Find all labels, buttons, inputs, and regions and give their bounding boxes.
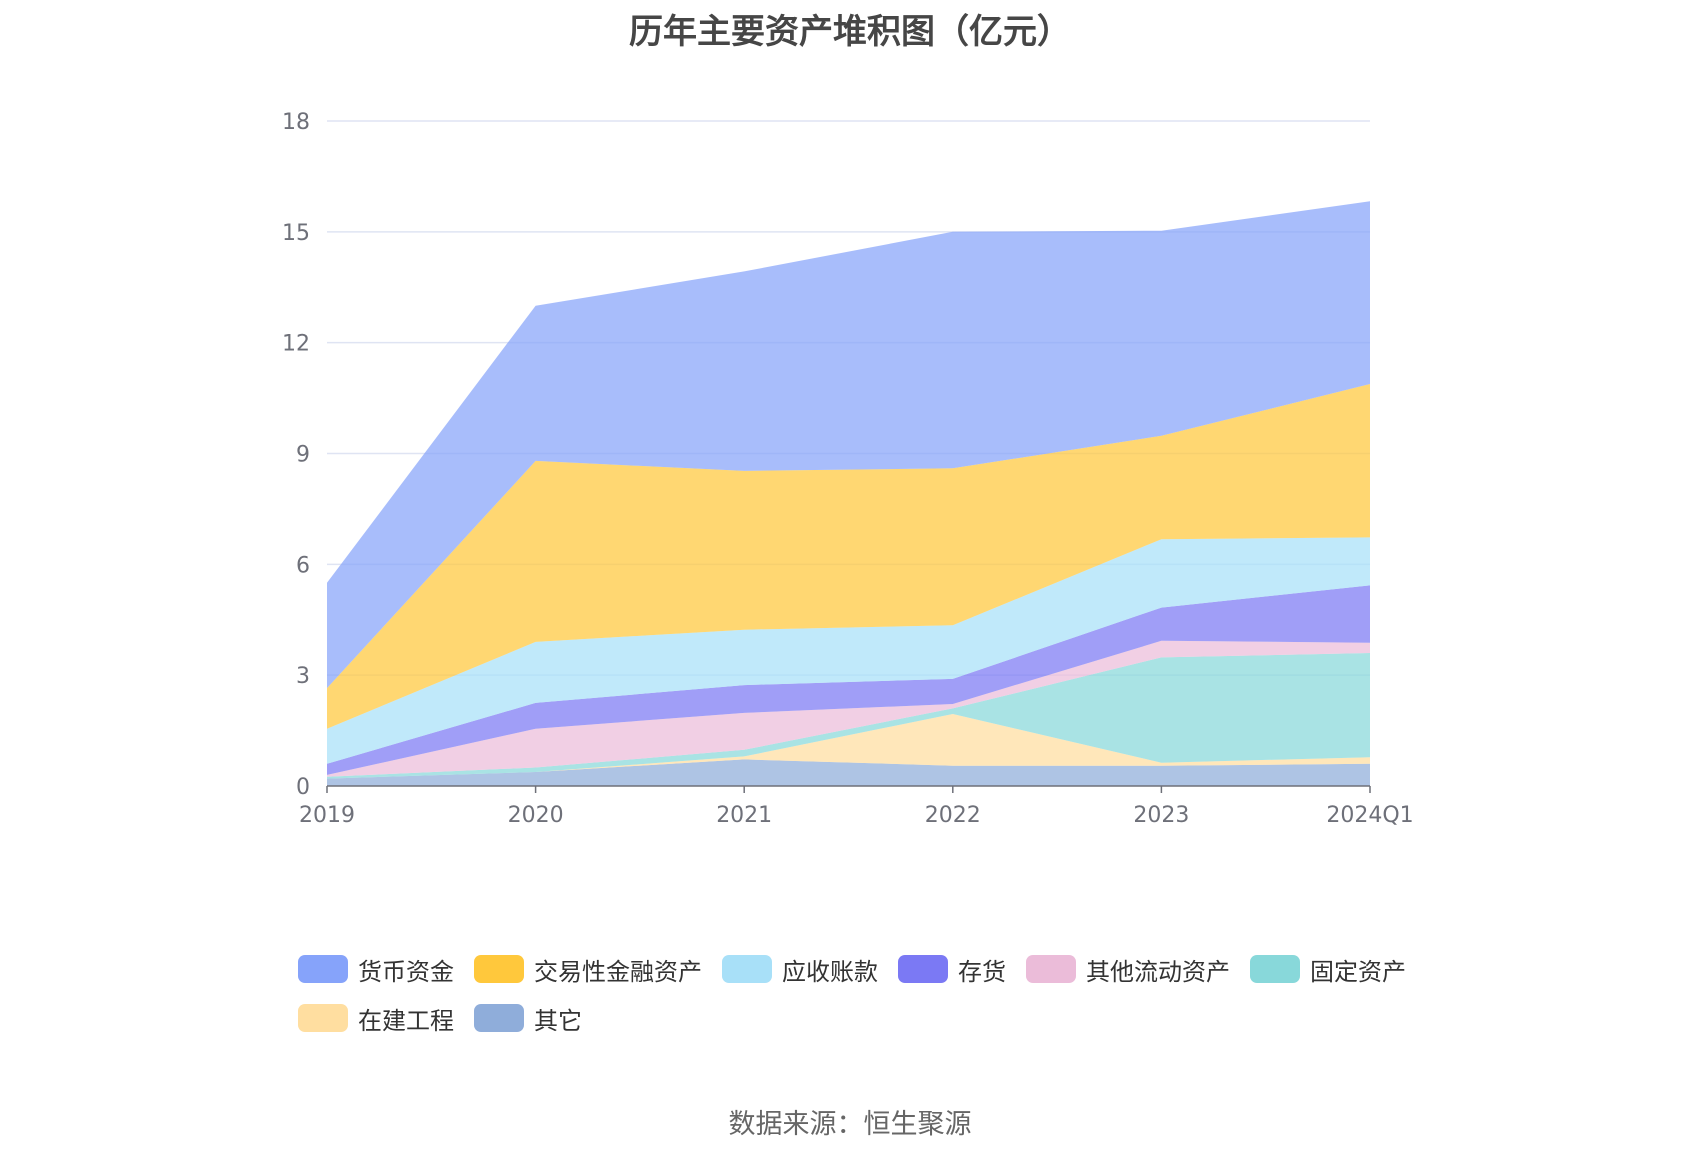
legend-item[interactable]: 交易性金融资产 (474, 955, 702, 986)
y-tick-label: 6 (296, 553, 310, 578)
y-tick-labels: 0 3 6 9 12 15 18 (282, 110, 310, 800)
y-tick-label: 0 (296, 775, 310, 800)
legend-item[interactable]: 固定资产 (1250, 955, 1406, 986)
y-tick-label: 15 (282, 221, 310, 246)
x-tick-label: 2022 (925, 803, 981, 828)
legend-label: 其他流动资产 (1086, 957, 1230, 986)
area-series-2 (327, 653, 1370, 779)
legend-item[interactable]: 应收账款 (722, 955, 878, 986)
legend-item[interactable]: 其他流动资产 (1026, 955, 1230, 986)
legend-swatch (474, 955, 524, 983)
legend-label: 应收账款 (782, 957, 878, 986)
legend-label: 货币资金 (358, 957, 454, 986)
x-tick-label: 2021 (716, 803, 772, 828)
x-tick-label: 2023 (1133, 803, 1189, 828)
area-series-5 (327, 537, 1370, 764)
legend-item[interactable]: 在建工程 (298, 1004, 454, 1035)
x-tick-label: 2019 (299, 803, 355, 828)
y-tick-label: 3 (296, 664, 310, 689)
legend-swatch (1250, 955, 1300, 983)
y-tick-label: 18 (282, 110, 310, 135)
legend-swatch (298, 955, 348, 983)
legend-item[interactable]: 货币资金 (298, 955, 454, 986)
legend: 货币资金 交易性金融资产 应收账款 存货 其他流动资产 固定资产在建工程 其它 (298, 955, 1448, 1035)
legend-swatch (898, 955, 948, 983)
legend-swatch (722, 955, 772, 983)
legend-label: 交易性金融资产 (534, 957, 702, 986)
legend-label: 存货 (958, 957, 1006, 986)
data-source: 数据来源：恒生聚源 (728, 1109, 972, 1140)
legend-swatch (1026, 955, 1076, 983)
area-series-0 (327, 759, 1370, 786)
legend-item[interactable]: 存货 (898, 955, 1006, 986)
area-series-3 (327, 640, 1370, 777)
legend-swatch (298, 1004, 348, 1032)
area-series-6 (327, 384, 1370, 729)
x-tick-label: 2020 (508, 803, 564, 828)
area-series-4 (327, 585, 1370, 775)
legend-item[interactable]: 其它 (474, 1004, 582, 1035)
area-series-1 (327, 714, 1370, 779)
y-tick-label: 12 (282, 332, 310, 357)
legend-label: 固定资产 (1310, 957, 1406, 986)
area-series (327, 201, 1370, 786)
legend-swatch (474, 1004, 524, 1032)
chart-title: 历年主要资产堆积图（亿元） (629, 12, 1071, 52)
area-series-7 (327, 201, 1370, 689)
legend-label: 在建工程 (358, 1006, 454, 1035)
axes (326, 785, 1371, 793)
x-tick-labels: 2019 2020 2021 2022 2023 2024Q1 (299, 803, 1414, 828)
legend-label: 其它 (534, 1006, 582, 1035)
x-tick-label: 2024Q1 (1326, 803, 1413, 828)
y-tick-label: 9 (296, 443, 310, 468)
